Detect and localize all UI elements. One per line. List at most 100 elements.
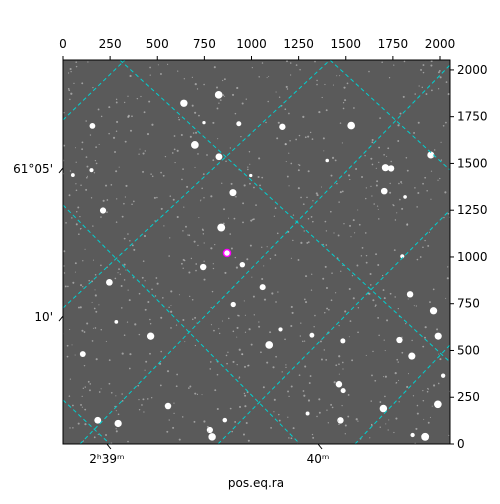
coordinate-grid <box>63 60 450 444</box>
star <box>382 376 385 378</box>
star <box>259 284 266 291</box>
star <box>421 86 423 89</box>
star <box>287 390 289 393</box>
star <box>376 180 379 183</box>
star <box>307 135 310 138</box>
star <box>288 395 290 398</box>
star <box>218 102 220 104</box>
star <box>276 232 279 235</box>
star <box>172 198 175 201</box>
star <box>182 168 184 171</box>
star <box>352 297 355 300</box>
star <box>344 433 346 435</box>
star <box>319 340 322 343</box>
star <box>343 223 345 225</box>
star <box>203 260 205 262</box>
star <box>433 384 436 387</box>
star <box>388 419 390 421</box>
star <box>89 123 96 129</box>
star <box>292 239 294 242</box>
star <box>269 258 272 260</box>
star <box>194 344 197 347</box>
star <box>424 239 426 242</box>
x-tick-label: 250 <box>99 37 122 51</box>
star <box>173 135 176 137</box>
star <box>247 439 250 442</box>
star <box>193 420 196 423</box>
star <box>203 278 206 281</box>
star <box>325 158 330 163</box>
star <box>439 177 441 180</box>
star <box>316 83 318 86</box>
star <box>311 273 313 275</box>
star <box>304 365 307 368</box>
star <box>394 372 397 375</box>
star <box>223 78 226 81</box>
star <box>347 394 350 396</box>
star <box>210 195 213 198</box>
star <box>110 184 113 186</box>
star <box>182 230 184 232</box>
star <box>173 148 176 151</box>
star <box>181 416 184 418</box>
star <box>116 120 119 124</box>
star <box>115 130 118 132</box>
star <box>433 149 436 151</box>
star <box>87 61 89 63</box>
star <box>443 216 445 219</box>
star <box>202 233 205 235</box>
star <box>357 209 359 211</box>
star <box>447 92 450 96</box>
star <box>115 395 117 397</box>
star <box>422 400 425 402</box>
star <box>324 265 327 268</box>
star <box>266 77 268 79</box>
star <box>396 336 403 344</box>
star <box>286 88 289 90</box>
star <box>236 86 239 90</box>
star <box>365 261 368 264</box>
star <box>197 153 199 155</box>
ra-tick-label: 2ʰ39ᵐ <box>89 452 124 466</box>
y-tick-label: 2000 <box>457 63 488 77</box>
star <box>87 380 90 383</box>
star <box>82 440 85 442</box>
star <box>330 299 333 302</box>
star <box>74 354 76 356</box>
star <box>219 99 222 101</box>
star <box>91 340 94 342</box>
star <box>297 187 300 190</box>
star <box>341 361 344 364</box>
star <box>63 272 66 274</box>
star <box>398 401 400 403</box>
star <box>89 134 92 136</box>
star <box>162 174 165 177</box>
star <box>99 207 107 214</box>
star <box>151 175 154 178</box>
star <box>197 244 199 247</box>
star <box>216 407 219 411</box>
star <box>81 406 83 408</box>
star <box>340 338 346 344</box>
x-tick-label: 500 <box>146 37 169 51</box>
star <box>209 368 212 370</box>
star <box>206 425 209 428</box>
star <box>325 230 328 232</box>
star <box>214 91 223 99</box>
star <box>285 161 287 163</box>
star <box>196 393 199 396</box>
star <box>223 208 226 211</box>
star <box>440 373 446 378</box>
star <box>249 244 252 247</box>
star <box>140 95 142 98</box>
star <box>244 405 247 408</box>
star <box>318 111 321 114</box>
star <box>393 249 396 252</box>
star <box>383 153 385 156</box>
star <box>226 362 228 365</box>
star <box>401 351 404 354</box>
star <box>303 230 305 232</box>
star <box>436 328 439 331</box>
star <box>416 412 419 415</box>
star <box>236 336 238 338</box>
